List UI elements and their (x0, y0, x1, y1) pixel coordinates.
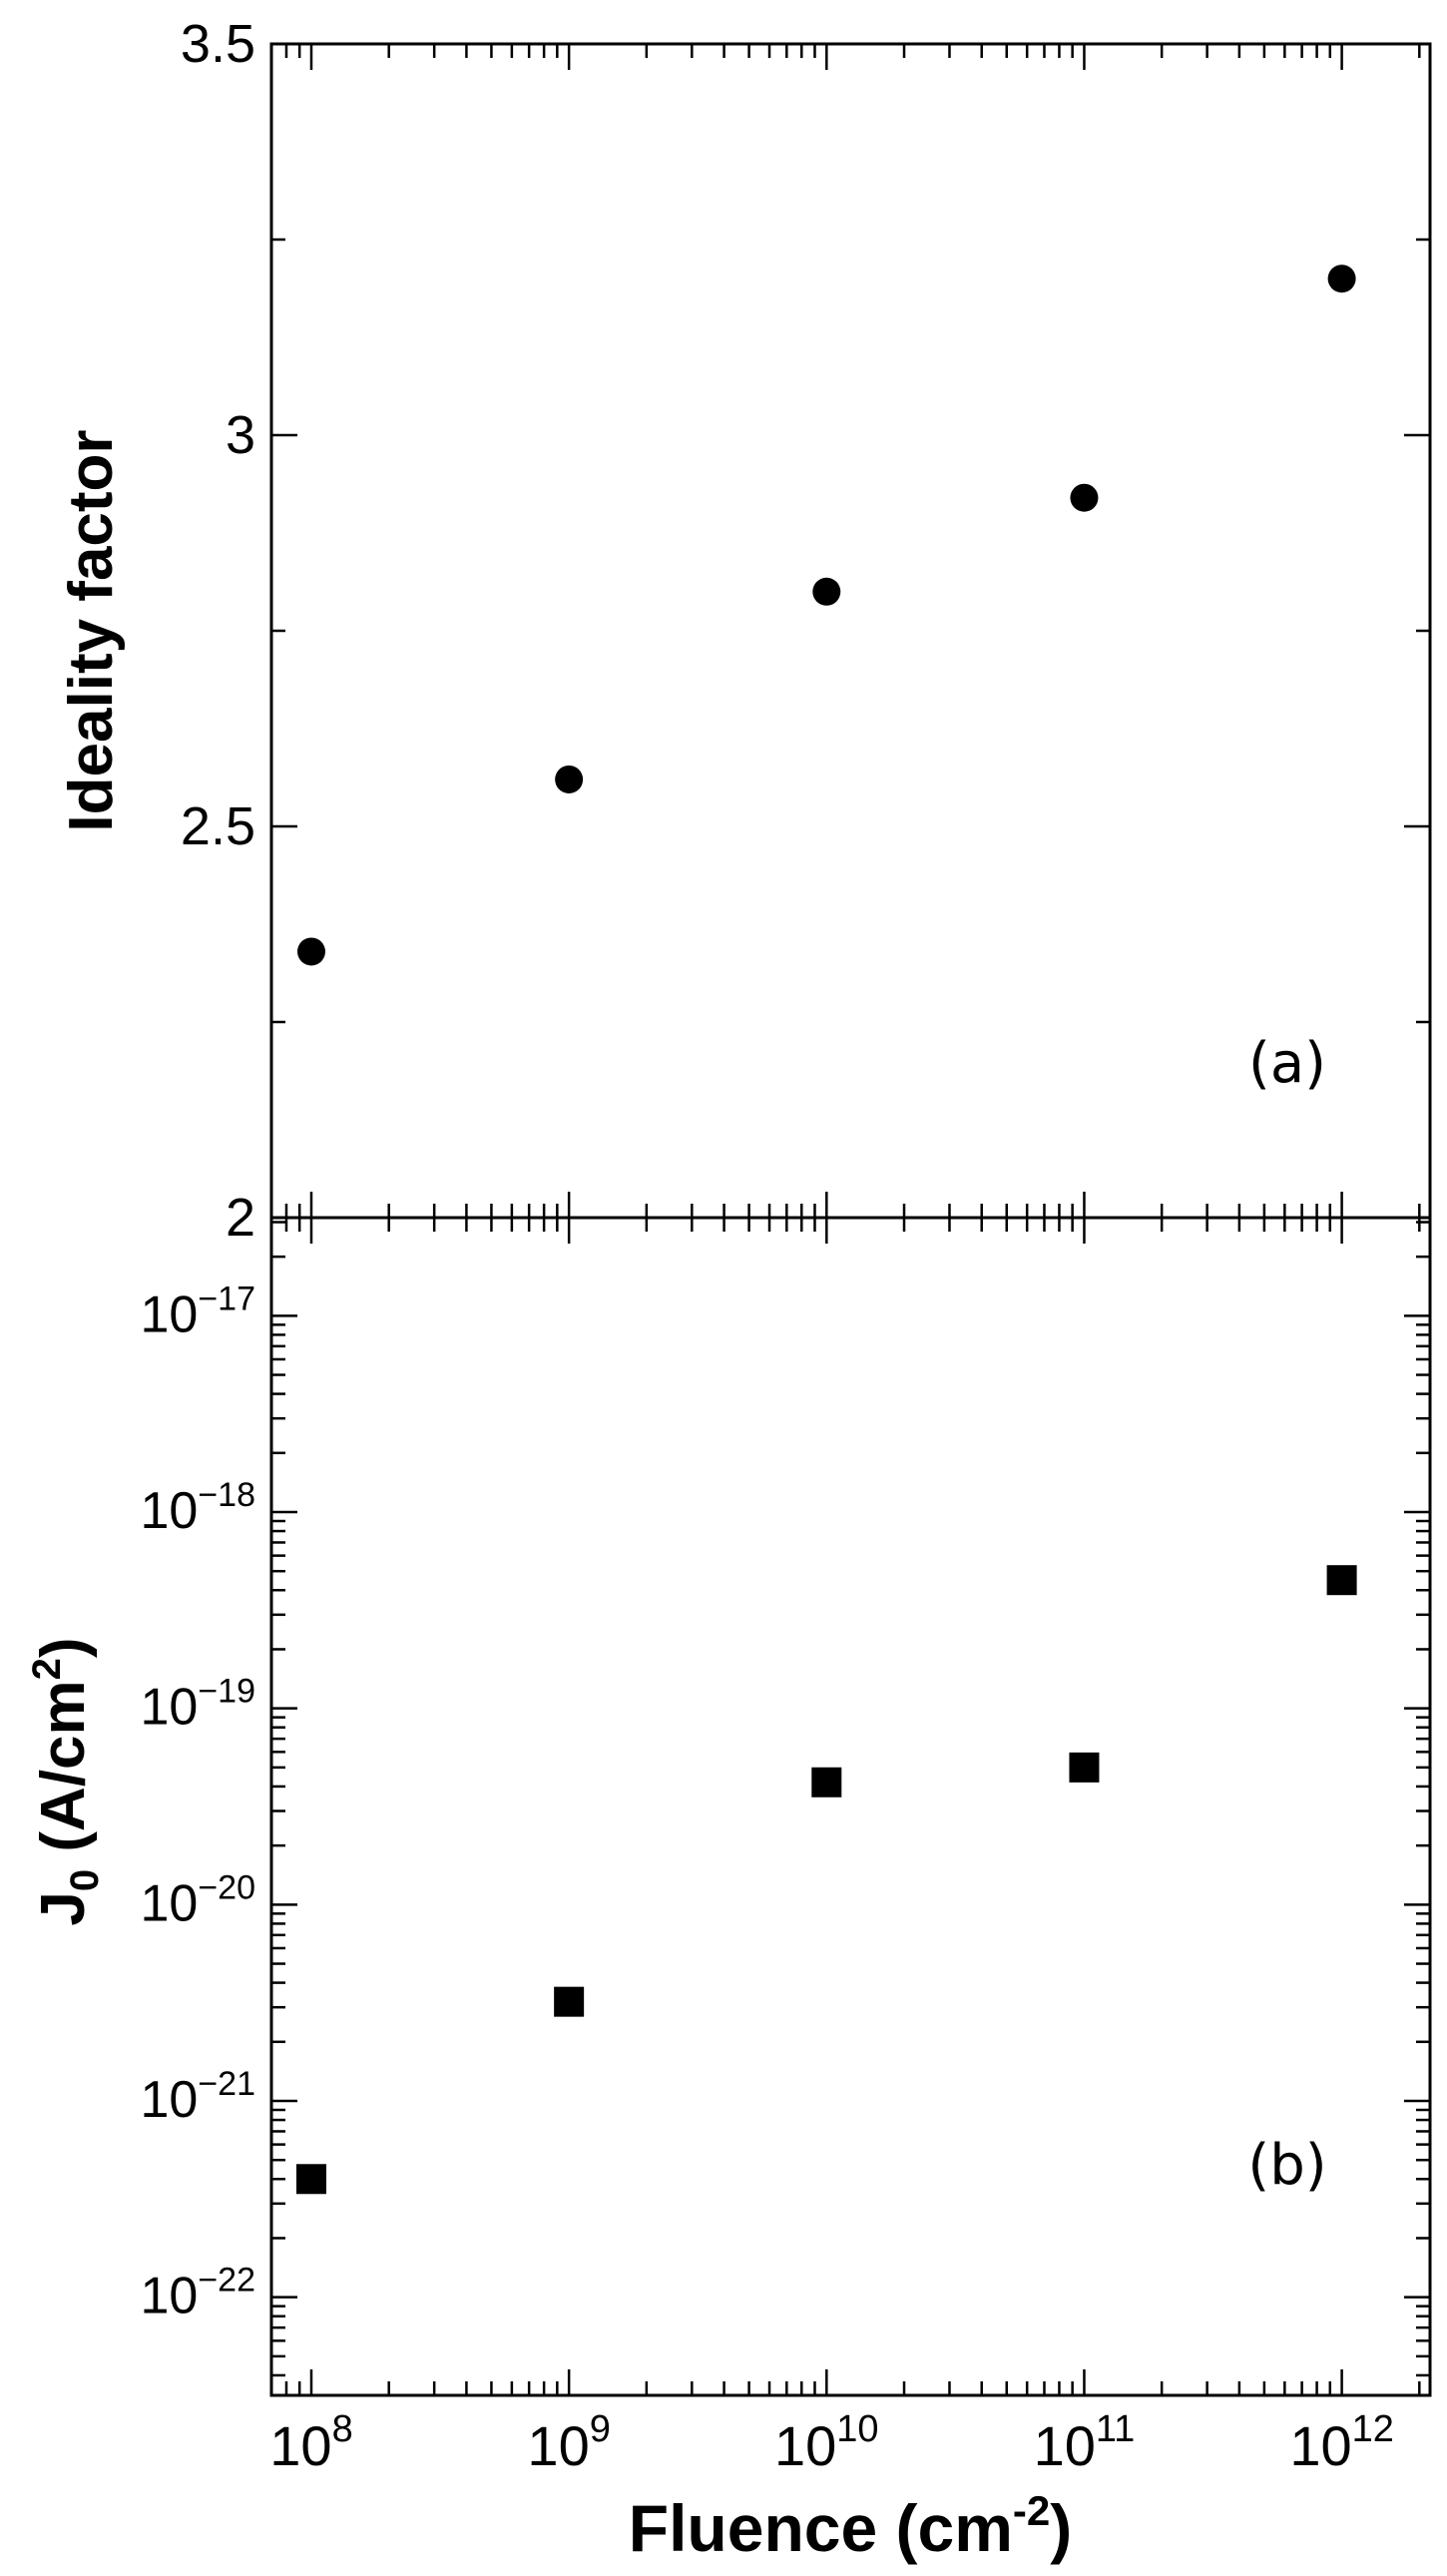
tick-base: 10 (527, 2414, 589, 2477)
tick-exponent: −22 (198, 2262, 255, 2300)
data-point-circle (555, 765, 584, 793)
tick-exponent: 8 (332, 2408, 353, 2450)
data-point-circle (1070, 483, 1099, 512)
data-point-square (1069, 1752, 1100, 1783)
x-tick-label: 108 (269, 2408, 352, 2477)
y-title-sup: 2 (25, 1658, 69, 1680)
data-point-square (811, 1767, 842, 1798)
x-tick-label: 1012 (1289, 2408, 1394, 2477)
tick-exponent: −18 (198, 1476, 255, 1514)
panel-b-plot-frame (269, 1216, 1432, 2397)
tick-exponent: 9 (590, 2408, 611, 2450)
x-title-main: Fluence (cm (629, 2491, 1013, 2565)
y-title-sub: 0 (63, 1869, 107, 1891)
y-tick-label: 10−19 (140, 1673, 255, 1737)
tick-base: 10 (1034, 2414, 1096, 2477)
panel-a-y-axis-title: Ideality factor (57, 429, 126, 831)
tick-base: 10 (140, 2071, 198, 2129)
data-point-square (295, 2164, 326, 2195)
x-axis-title: Fluence (cm-2) (629, 2487, 1072, 2565)
x-tick-label: 1011 (1034, 2408, 1136, 2477)
panel-a-data-points (296, 264, 1356, 966)
x-tick-label: 109 (527, 2408, 610, 2477)
panel-b-data-points (295, 1565, 1357, 2195)
data-point-circle (296, 937, 325, 966)
y-title-end: ) (29, 1637, 98, 1658)
y-tick-label: 10−20 (140, 1868, 255, 1932)
tick-exponent: 11 (1096, 2408, 1135, 2450)
y-tick-label: 10−21 (140, 2065, 255, 2129)
tick-exponent: 10 (836, 2408, 878, 2450)
tick-base: 10 (140, 1874, 198, 1932)
y-tick-label: 10−22 (140, 2262, 255, 2325)
tick-exponent: 12 (1352, 2408, 1394, 2450)
x-title-sup: -2 (1013, 2487, 1050, 2534)
y-title-mid: (A/cm (29, 1680, 98, 1868)
tick-exponent: −20 (198, 1868, 255, 1906)
data-point-circle (1327, 264, 1356, 293)
panel-b-y-axis-title: J0 (A/cm2) (25, 1637, 107, 1925)
tick-base: 10 (140, 1286, 198, 1343)
panel-b-label: (b) (1247, 2133, 1326, 2198)
tick-exponent: −21 (198, 2065, 255, 2103)
panel-a-ticks: 2 2.5 3 3.5 (181, 14, 1430, 1248)
tick-exponent: −17 (198, 1280, 255, 1317)
tick-exponent: −19 (198, 1673, 255, 1711)
x-tick-label: 1010 (774, 2408, 879, 2477)
data-point-square (1326, 1565, 1357, 1596)
tick-base: 10 (774, 2414, 836, 2477)
data-point-square (554, 1986, 585, 2017)
tick-base: 10 (1289, 2414, 1351, 2477)
y-tick-label: 2.5 (181, 796, 255, 856)
y-tick-label: 10−18 (140, 1476, 255, 1540)
y-tick-label: 3 (226, 405, 255, 465)
y-title-j: J (29, 1891, 98, 1925)
panel-a-ideality-factor: 2 2.5 3 3.5 Ideality factor (a) (57, 14, 1432, 1248)
tick-base: 10 (140, 1482, 198, 1540)
y-tick-label: 10−17 (140, 1280, 255, 1343)
x-title-end: ) (1050, 2491, 1072, 2565)
y-tick-label: 3.5 (181, 14, 255, 74)
tick-base: 10 (140, 1679, 198, 1737)
y-tick-label: 2 (226, 1188, 255, 1248)
tick-base: 10 (140, 2268, 198, 2325)
panel-a-label: (a) (1248, 1031, 1326, 1096)
data-point-circle (812, 577, 841, 606)
tick-base: 10 (269, 2414, 331, 2477)
